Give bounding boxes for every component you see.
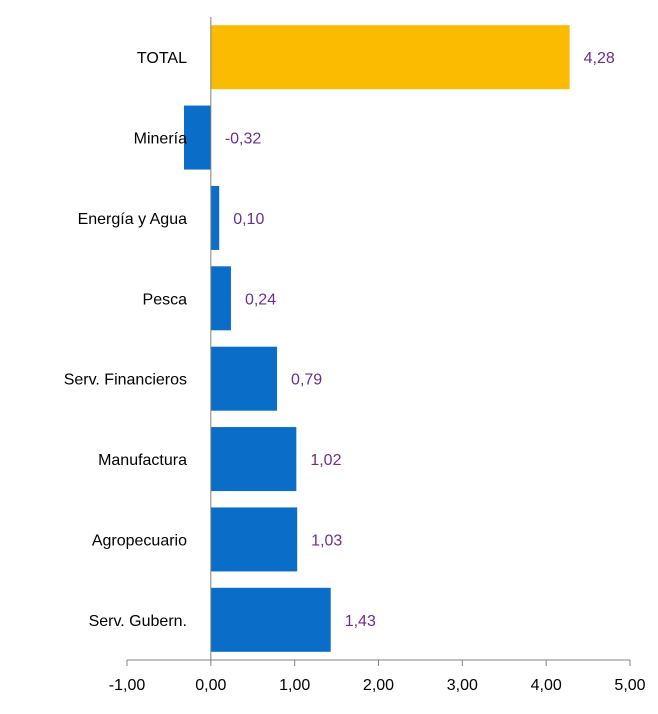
x-tick-label: 5,00 xyxy=(614,677,645,694)
category-label-serv-financieros: Serv. Financieros xyxy=(64,372,187,389)
category-label-serv-gubern: Serv. Gubern. xyxy=(89,613,187,630)
bar-serv-financieros xyxy=(210,346,278,411)
category-label-energia-y-agua: Energía y Agua xyxy=(78,211,188,228)
bar-serv-gubern xyxy=(210,587,331,652)
bar-total xyxy=(210,25,570,90)
category-label-total: TOTAL xyxy=(137,50,187,67)
x-tick-label: 4,00 xyxy=(531,677,562,694)
axes-group: -1,00 0,00 1,00 2,00 3,00 4,00 5,00 xyxy=(109,17,646,694)
category-label-manufactura: Manufactura xyxy=(98,452,187,469)
value-label-pesca: 0,24 xyxy=(245,291,276,308)
value-label-serv-financieros: 0,79 xyxy=(291,372,322,389)
category-label-agropecuario: Agropecuario xyxy=(92,532,187,549)
bar-manufactura xyxy=(210,427,297,492)
x-tick-label: 0,00 xyxy=(195,677,226,694)
value-label-agropecuario: 1,03 xyxy=(311,532,342,549)
bars-group xyxy=(184,25,570,652)
value-label-mineria: -0,32 xyxy=(225,131,262,148)
bar-agropecuario xyxy=(210,507,298,572)
value-label-manufactura: 1,02 xyxy=(310,452,341,469)
labels-group: TOTAL 4,28 Minería -0,32 Energía y Agua 0,10 P… xyxy=(64,50,615,630)
bar-energia-y-agua xyxy=(210,185,220,250)
category-label-mineria: Minería xyxy=(134,131,187,148)
value-label-serv-gubern: 1,43 xyxy=(345,613,376,630)
value-label-total: 4,28 xyxy=(584,50,615,67)
x-tick-label: 1,00 xyxy=(279,677,310,694)
bar-mineria xyxy=(184,105,211,170)
x-tick-label: 3,00 xyxy=(447,677,478,694)
value-label-energia-y-agua: 0,10 xyxy=(233,211,264,228)
bar-pesca xyxy=(210,266,231,331)
x-tick-label: 2,00 xyxy=(363,677,394,694)
category-label-pesca: Pesca xyxy=(143,291,188,308)
x-tick-label: -1,00 xyxy=(109,677,146,694)
